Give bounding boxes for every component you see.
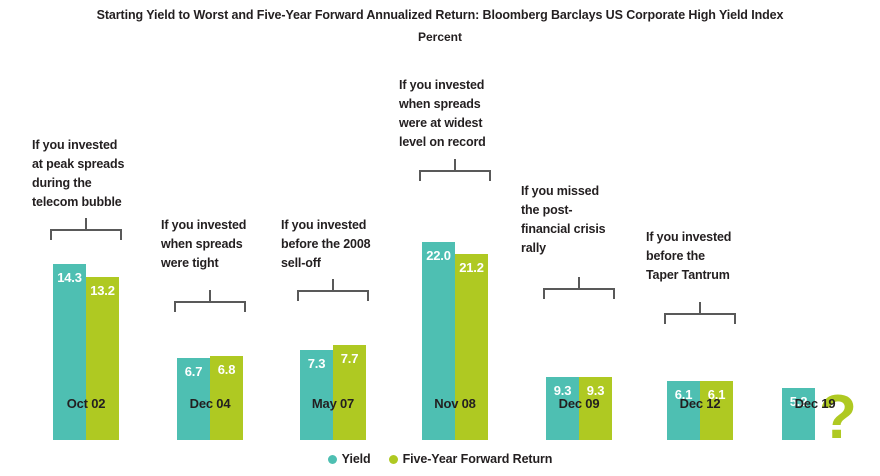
bar-value-label: 13.2 — [90, 283, 115, 298]
legend-item-five-year-forward-return[interactable]: Five-Year Forward Return — [388, 452, 553, 466]
category-label-nov-08: Nov 08 — [434, 396, 476, 411]
annotation-dec-12: If you invested before the Taper Tantrum — [646, 228, 768, 285]
chart-subtitle: Percent — [417, 30, 463, 44]
category-label-dec-09: Dec 09 — [558, 396, 600, 411]
annotation-line: before the 2008 — [281, 237, 371, 251]
bar-group-dec-04: 6.7 6.8 — [177, 57, 243, 440]
bar-value-label: 9.3 — [553, 383, 572, 398]
bar-forward-dec-09[interactable]: 9.3 — [579, 377, 612, 440]
bracket-may-07 — [297, 290, 369, 301]
annotation-line: during the — [32, 176, 92, 190]
annotation-line: when spreads — [399, 97, 481, 111]
bar-value-label: 5.2 — [789, 394, 808, 409]
annotation-line: financial crisis — [521, 222, 606, 236]
bar-value-label: 6.7 — [184, 364, 203, 379]
bar-forward-dec-12[interactable]: 6.1 — [700, 381, 733, 440]
chart-legend: Yield Five-Year Forward Return — [0, 452, 880, 466]
forward-return-unknown-icon: ? — [819, 383, 857, 452]
bracket-dec-12 — [664, 313, 736, 324]
annotation-line: were at widest — [399, 116, 483, 130]
bar-group-may-07: 7.3 7.7 — [300, 57, 366, 440]
bar-value-label: 6.8 — [217, 362, 236, 377]
bracket-stem-oct-02 — [85, 218, 87, 230]
annotation-line: sell-off — [281, 256, 321, 270]
bar-forward-nov-08[interactable]: 21.2 — [455, 254, 488, 440]
bar-value-label: 6.1 — [674, 387, 693, 402]
annotation-line: If you invested — [32, 138, 118, 152]
bar-group-nov-08: 22.0 21.2 — [422, 57, 488, 440]
bar-yield-dec-09[interactable]: 9.3 — [546, 377, 579, 440]
annotation-line: rally — [521, 241, 546, 255]
bar-group-oct-02: 14.3 13.2 — [53, 57, 119, 440]
legend-item-yield[interactable]: Yield — [327, 452, 371, 466]
annotation-line: If you invested — [646, 230, 732, 244]
bar-value-label: 7.7 — [340, 351, 359, 366]
bar-chart-plot-area: If you invested at peak spreads during t… — [32, 57, 857, 449]
bracket-stem-dec-09 — [578, 277, 580, 289]
bar-value-label: 6.1 — [707, 387, 726, 402]
annotation-line: telecom bubble — [32, 195, 122, 209]
annotation-nov-08: If you invested when spreads were at wid… — [399, 76, 514, 152]
annotation-dec-09: If you missed the post- financial crisis… — [521, 182, 636, 258]
legend-label: Yield — [341, 452, 371, 466]
bar-forward-may-07[interactable]: 7.7 — [333, 345, 366, 440]
annotation-line: If you missed — [521, 184, 599, 198]
bar-forward-oct-02[interactable]: 13.2 — [86, 277, 119, 440]
annotation-line: were tight — [161, 256, 219, 270]
legend-label: Five-Year Forward Return — [402, 452, 553, 466]
category-label-dec-19: Dec 19 — [794, 396, 836, 411]
bar-yield-may-07[interactable]: 7.3 — [300, 350, 333, 440]
bracket-oct-02 — [50, 229, 122, 240]
legend-dot-icon — [388, 454, 398, 464]
bracket-dec-04 — [174, 301, 246, 312]
bar-yield-dec-04[interactable]: 6.7 — [177, 358, 210, 440]
bracket-nov-08 — [419, 170, 491, 181]
bar-group-dec-19: 5.2 ? — [782, 57, 857, 449]
bar-value-label: 7.3 — [307, 356, 326, 371]
bracket-dec-09 — [543, 288, 615, 299]
annotation-may-07: If you invested before the 2008 sell-off — [281, 216, 421, 273]
bracket-stem-dec-12 — [699, 302, 701, 314]
annotation-dec-04: If you invested when spreads were tight — [161, 216, 293, 273]
category-label-may-07: May 07 — [311, 396, 355, 411]
bar-value-label: 22.0 — [426, 248, 451, 263]
annotation-line: If you invested — [399, 78, 485, 92]
annotation-line: the post- — [521, 203, 573, 217]
bar-group-dec-09: 9.3 9.3 — [546, 57, 612, 440]
annotation-oct-02: If you invested at peak spreads during t… — [32, 136, 162, 212]
bar-value-label: 14.3 — [57, 270, 82, 285]
category-label-dec-04: Dec 04 — [189, 396, 231, 411]
bar-yield-dec-12[interactable]: 6.1 — [667, 381, 700, 440]
annotation-line: before the — [646, 249, 705, 263]
chart-header: Starting Yield to Worst and Five-Year Fo… — [0, 6, 880, 46]
bar-yield-nov-08[interactable]: 22.0 — [422, 242, 455, 440]
bar-forward-dec-04[interactable]: 6.8 — [210, 356, 243, 440]
annotation-line: If you invested — [161, 218, 247, 232]
bracket-stem-may-07 — [332, 279, 334, 291]
annotation-line: when spreads — [161, 237, 243, 251]
bar-value-label: 21.2 — [459, 260, 484, 275]
bracket-stem-dec-04 — [209, 290, 211, 302]
category-label-dec-12: Dec 12 — [679, 396, 721, 411]
bracket-stem-nov-08 — [454, 159, 456, 171]
bar-value-label: 9.3 — [586, 383, 605, 398]
legend-dot-icon — [327, 454, 337, 464]
bar-yield-oct-02[interactable]: 14.3 — [53, 264, 86, 440]
category-label-oct-02: Oct 02 — [66, 396, 106, 411]
annotation-line: level on record — [399, 135, 486, 149]
annotation-line: Taper Tantrum — [646, 268, 730, 282]
bar-group-dec-12: 6.1 6.1 — [667, 57, 733, 440]
page-title: Starting Yield to Worst and Five-Year Fo… — [96, 8, 784, 22]
annotation-line: at peak spreads — [32, 157, 125, 171]
annotation-line: If you invested — [281, 218, 367, 232]
bar-yield-dec-19[interactable]: 5.2 — [782, 388, 815, 440]
